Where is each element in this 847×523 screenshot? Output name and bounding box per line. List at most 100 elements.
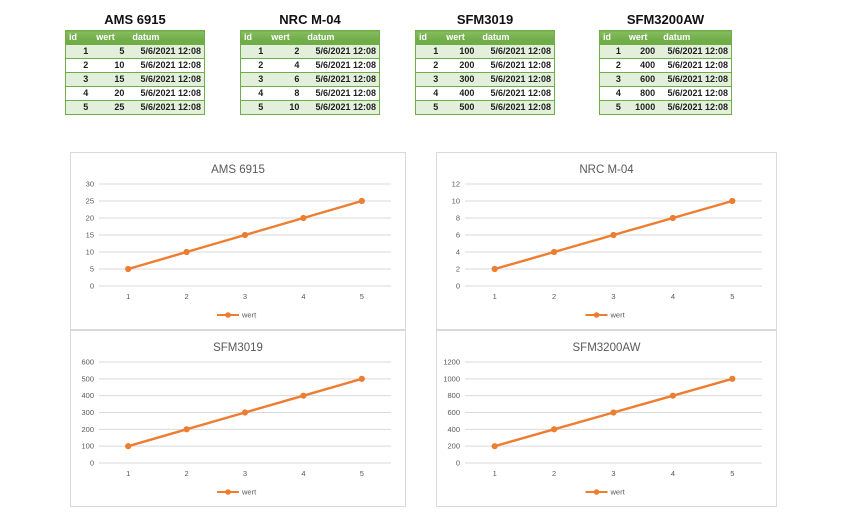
table-cell: 15: [93, 72, 130, 87]
x-tick-label: 2: [185, 292, 189, 301]
column-header-datum: datum: [304, 30, 380, 45]
x-tick-label: 1: [493, 292, 497, 301]
data-point-marker: [358, 197, 365, 205]
chart-ams-6915: AMS 6915 0 5 10 15 20 25 30 1 2 3 4 5 wert: [70, 152, 406, 330]
table-cell: 2: [65, 58, 94, 73]
column-header-wert: wert: [443, 30, 480, 45]
chart-title: NRC M-04: [579, 164, 634, 176]
data-table: id wert datum 1 2 5/6/2021 12:08 2 4 5/6/2021 1…: [240, 30, 380, 115]
table-cell: 6: [268, 72, 305, 87]
table-cell: 3: [599, 72, 626, 87]
data-point-marker: [491, 265, 498, 273]
table-cell: 3: [65, 72, 94, 87]
table-cell: 5: [240, 100, 269, 115]
table-cell: 400: [443, 86, 480, 101]
column-header-id: id: [415, 30, 444, 45]
table-cell: 5: [93, 44, 130, 59]
table-cell: 200: [443, 58, 480, 73]
table-row: 4 8 5/6/2021 12:08: [240, 86, 380, 101]
column-header-datum: datum: [129, 30, 205, 45]
y-tick-label: 4: [456, 248, 460, 257]
data-point-marker: [125, 265, 132, 273]
table-cell: 300: [443, 72, 480, 87]
table-row: 5 10 5/6/2021 12:08: [240, 100, 380, 115]
table-nrc-m04: NRC M-04 id wert datum 1 2 5/6/2021 12:08 2 4 5…: [240, 12, 380, 115]
x-tick-label: 3: [243, 292, 247, 301]
table-cell: 5/6/2021 12:08: [479, 100, 555, 115]
table-cell: 4: [268, 58, 305, 73]
chart-title: SFM3019: [213, 342, 263, 354]
legend-label: wert: [610, 311, 626, 320]
data-table: id wert datum 1 200 5/6/2021 12:08 2 400 5/6/20…: [599, 30, 732, 115]
table-cell: 5/6/2021 12:08: [660, 44, 732, 59]
table-row: 1 200 5/6/2021 12:08: [599, 44, 732, 59]
data-point-marker: [551, 248, 558, 256]
table-row: 4 800 5/6/2021 12:08: [599, 86, 732, 101]
y-tick-label: 25: [86, 197, 94, 206]
data-point-marker: [358, 375, 365, 382]
x-tick-label: 2: [185, 469, 189, 478]
table-row: 3 600 5/6/2021 12:08: [599, 72, 732, 87]
data-point-marker: [241, 409, 249, 416]
table-cell: 5/6/2021 12:08: [129, 44, 205, 59]
table-cell: 2: [240, 58, 269, 73]
table-row: 2 4 5/6/2021 12:08: [240, 58, 380, 73]
table-row: 2 400 5/6/2021 12:08: [599, 58, 732, 73]
x-tick-label: 3: [611, 292, 615, 301]
y-tick-label: 800: [447, 391, 460, 400]
table-cell: 1: [240, 44, 269, 59]
legend-marker-dot: [593, 489, 600, 495]
table-cell: 5: [599, 100, 626, 115]
table-title: SFM3019: [456, 12, 514, 27]
table-cell: 5/6/2021 12:08: [479, 86, 555, 101]
table-row: 5 1000 5/6/2021 12:08: [599, 100, 732, 115]
column-header-id: id: [65, 30, 94, 45]
table-cell: 5/6/2021 12:08: [304, 86, 380, 101]
table-row: 5 25 5/6/2021 12:08: [65, 100, 205, 115]
data-point-marker: [610, 231, 617, 239]
table-ams-6915: AMS 6915 id wert datum 1 5 5/6/2021 12:08 2 10…: [65, 12, 205, 115]
y-tick-label: 30: [86, 180, 94, 189]
y-tick-label: 200: [447, 442, 460, 451]
table-cell: 4: [599, 86, 626, 101]
table-cell: 5/6/2021 12:08: [129, 72, 205, 87]
data-table: id wert datum 1 5 5/6/2021 12:08 2 10 5/6/2021 …: [65, 30, 205, 115]
table-cell: 600: [625, 72, 661, 87]
y-tick-label: 0: [90, 459, 94, 468]
table-cell: 5: [415, 100, 444, 115]
table-cell: 5/6/2021 12:08: [304, 58, 380, 73]
table-title: SFM3200AW: [626, 12, 705, 27]
x-tick-label: 5: [730, 469, 734, 478]
table-cell: 1: [415, 44, 444, 59]
y-tick-label: 400: [81, 391, 94, 400]
legend-label: wert: [241, 311, 257, 320]
y-tick-label: 6: [456, 231, 460, 240]
table-cell: 5/6/2021 12:08: [129, 86, 205, 101]
chart-sfm3019: SFM3019 0 100 200 300 400 500 600 1 2 3 4 5 wert: [70, 330, 406, 507]
y-tick-label: 600: [81, 358, 94, 367]
table-cell: 3: [415, 72, 444, 87]
table-cell: 1000: [625, 100, 661, 115]
table-title: NRC M-04: [279, 12, 341, 27]
table-cell: 10: [268, 100, 305, 115]
data-point-marker: [551, 426, 558, 433]
table-cell: 5/6/2021 12:08: [660, 72, 732, 87]
chart-title: SFM3200AW: [573, 342, 641, 354]
table-cell: 400: [625, 58, 661, 73]
x-tick-label: 5: [360, 292, 364, 301]
x-tick-label: 4: [301, 292, 305, 301]
table-cell: 8: [268, 86, 305, 101]
y-tick-label: 10: [86, 248, 94, 257]
y-tick-label: 8: [456, 214, 460, 223]
column-header-wert: wert: [625, 30, 661, 45]
table-row: 5 500 5/6/2021 12:08: [415, 100, 555, 115]
table-cell: 5/6/2021 12:08: [660, 86, 732, 101]
table-title: AMS 6915: [104, 12, 166, 27]
y-tick-label: 10: [452, 197, 460, 206]
legend-label: wert: [610, 488, 626, 497]
data-point-marker: [729, 197, 736, 205]
y-tick-label: 500: [81, 374, 94, 383]
x-tick-label: 1: [493, 469, 497, 478]
table-row: 1 100 5/6/2021 12:08: [415, 44, 555, 59]
